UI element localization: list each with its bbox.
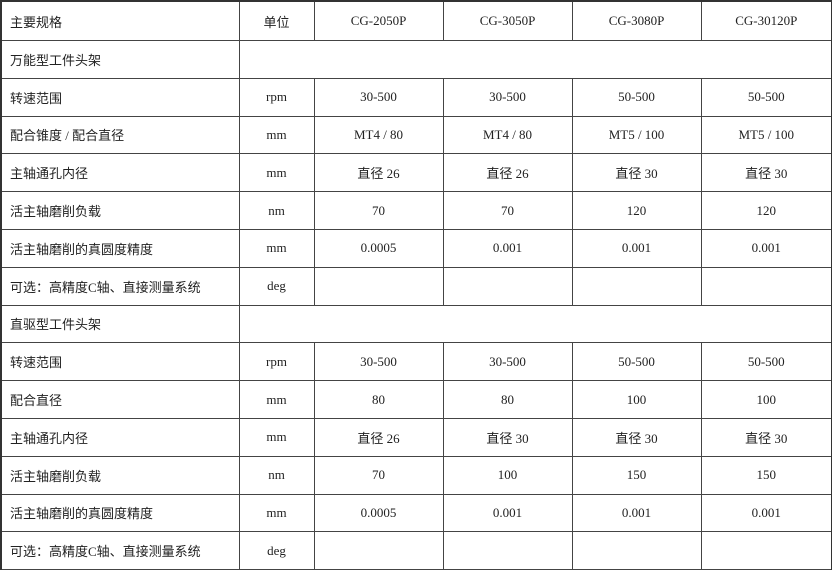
value-cell: 0.001: [700, 493, 832, 533]
value-cell: [442, 531, 573, 570]
header-model: CG-3050P: [442, 0, 573, 41]
unit-cell: mm: [238, 153, 315, 193]
section-blank: [238, 40, 832, 79]
value-cell: 100: [700, 380, 832, 419]
value-cell: 0.001: [700, 228, 832, 268]
value-cell: 70: [313, 455, 444, 495]
spec-label: 活主轴磨削的真圆度精度: [0, 228, 240, 268]
value-cell: 直径 30: [442, 417, 573, 457]
table-row: 可选：高精度C轴、直接测量系统 deg: [0, 266, 832, 306]
unit-cell: rpm: [238, 77, 315, 117]
value-cell: [313, 266, 444, 306]
value-cell: [700, 266, 832, 306]
value-cell: 30-500: [313, 342, 444, 382]
value-cell: 100: [442, 455, 573, 495]
value-cell: [571, 531, 702, 570]
value-cell: 70: [313, 191, 444, 230]
header-model: CG-2050P: [313, 0, 444, 41]
value-cell: 0.001: [571, 493, 702, 533]
spec-label: 配合直径: [0, 380, 240, 419]
value-cell: [442, 266, 573, 306]
value-cell: 50-500: [700, 77, 832, 117]
table-row: 主轴通孔内径 mm 直径 26 直径 26 直径 30 直径 30: [0, 153, 832, 193]
value-cell: 100: [571, 380, 702, 419]
spec-label: 活主轴磨削负载: [0, 455, 240, 495]
value-cell: 50-500: [700, 342, 832, 382]
unit-cell: mm: [238, 380, 315, 419]
value-cell: 直径 30: [571, 417, 702, 457]
value-cell: 0.0005: [313, 493, 444, 533]
table-row: 活主轴磨削负载 nm 70 100 150 150: [0, 455, 832, 495]
value-cell: 50-500: [571, 77, 702, 117]
value-cell: [700, 531, 832, 570]
header-row: 主要规格 单位 CG-2050P CG-3050P CG-3080P CG-30…: [0, 0, 832, 41]
value-cell: 直径 30: [700, 417, 832, 457]
spec-label: 可选：高精度C轴、直接测量系统: [0, 531, 240, 570]
section-title: 直驱型工件头架: [0, 304, 240, 344]
section-row: 直驱型工件头架: [0, 304, 832, 344]
value-cell: 30-500: [313, 77, 444, 117]
spec-label: 主轴通孔内径: [0, 417, 240, 457]
table-row: 转速范围 rpm 30-500 30-500 50-500 50-500: [0, 77, 832, 117]
spec-label: 活主轴磨削的真圆度精度: [0, 493, 240, 533]
value-cell: 150: [700, 455, 832, 495]
value-cell: MT4 / 80: [313, 115, 444, 155]
value-cell: 0.001: [571, 228, 702, 268]
unit-cell: nm: [238, 191, 315, 230]
value-cell: [571, 266, 702, 306]
unit-cell: deg: [238, 266, 315, 306]
section-blank: [238, 304, 832, 344]
unit-cell: mm: [238, 115, 315, 155]
value-cell: MT5 / 100: [700, 115, 832, 155]
table-row: 活主轴磨削负载 nm 70 70 120 120: [0, 191, 832, 230]
unit-cell: mm: [238, 493, 315, 533]
table-row: 可选：高精度C轴、直接测量系统 deg: [0, 531, 832, 570]
spec-label: 可选：高精度C轴、直接测量系统: [0, 266, 240, 306]
header-model: CG-30120P: [700, 0, 832, 41]
unit-cell: mm: [238, 228, 315, 268]
value-cell: 120: [700, 191, 832, 230]
header-unit: 单位: [238, 0, 315, 41]
spec-label: 转速范围: [0, 77, 240, 117]
spec-label: 主轴通孔内径: [0, 153, 240, 193]
spec-label: 转速范围: [0, 342, 240, 382]
value-cell: 直径 26: [442, 153, 573, 193]
value-cell: 50-500: [571, 342, 702, 382]
unit-cell: rpm: [238, 342, 315, 382]
value-cell: 80: [442, 380, 573, 419]
table-row: 活主轴磨削的真圆度精度 mm 0.0005 0.001 0.001 0.001: [0, 228, 832, 268]
table-row: 配合直径 mm 80 80 100 100: [0, 380, 832, 419]
value-cell: 直径 26: [313, 153, 444, 193]
value-cell: 80: [313, 380, 444, 419]
header-spec: 主要规格: [0, 0, 240, 41]
unit-cell: deg: [238, 531, 315, 570]
table-row: 主轴通孔内径 mm 直径 26 直径 30 直径 30 直径 30: [0, 417, 832, 457]
unit-cell: nm: [238, 455, 315, 495]
value-cell: 直径 30: [571, 153, 702, 193]
table-row: 转速范围 rpm 30-500 30-500 50-500 50-500: [0, 342, 832, 382]
value-cell: [313, 531, 444, 570]
value-cell: 30-500: [442, 342, 573, 382]
spec-label: 活主轴磨削负载: [0, 191, 240, 230]
value-cell: 直径 30: [700, 153, 832, 193]
value-cell: 30-500: [442, 77, 573, 117]
table-row: 配合锥度 / 配合直径 mm MT4 / 80 MT4 / 80 MT5 / 100 MT…: [0, 115, 832, 155]
value-cell: 120: [571, 191, 702, 230]
value-cell: 70: [442, 191, 573, 230]
value-cell: 0.001: [442, 228, 573, 268]
section-row: 万能型工件头架: [0, 40, 832, 79]
table-row: 活主轴磨削的真圆度精度 mm 0.0005 0.001 0.001 0.001: [0, 493, 832, 533]
section-title: 万能型工件头架: [0, 40, 240, 79]
value-cell: 0.001: [442, 493, 573, 533]
value-cell: 0.0005: [313, 228, 444, 268]
value-cell: MT4 / 80: [442, 115, 573, 155]
value-cell: 直径 26: [313, 417, 444, 457]
value-cell: 150: [571, 455, 702, 495]
spec-label: 配合锥度 / 配合直径: [0, 115, 240, 155]
unit-cell: mm: [238, 417, 315, 457]
value-cell: MT5 / 100: [571, 115, 702, 155]
header-model: CG-3080P: [571, 0, 702, 41]
